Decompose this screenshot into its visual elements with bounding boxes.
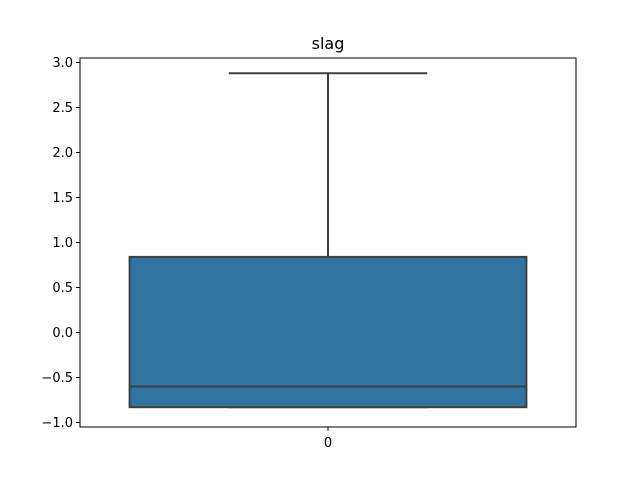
y-tick-label: −0.5 — [41, 371, 73, 386]
x-axis: 0 — [324, 427, 332, 451]
box-iqr — [128, 255, 528, 409]
y-tick-label: 1.0 — [52, 236, 73, 251]
plot-area — [128, 72, 528, 409]
y-axis: −1.0 −0.5 0.0 0.5 1.0 1.5 2.0 2.5 3.0 — [41, 56, 80, 431]
y-tick-label: 0.5 — [52, 281, 73, 296]
y-tick-label: 2.5 — [52, 101, 73, 116]
y-tick-label: 1.5 — [52, 191, 73, 206]
y-tick-label: 3.0 — [52, 56, 73, 71]
y-tick-label: 0.0 — [52, 326, 73, 341]
chart-title: slag — [312, 34, 345, 53]
y-tick-label: 2.0 — [52, 146, 73, 161]
y-tick-label: −1.0 — [41, 416, 73, 431]
x-tick-label: 0 — [324, 436, 332, 451]
